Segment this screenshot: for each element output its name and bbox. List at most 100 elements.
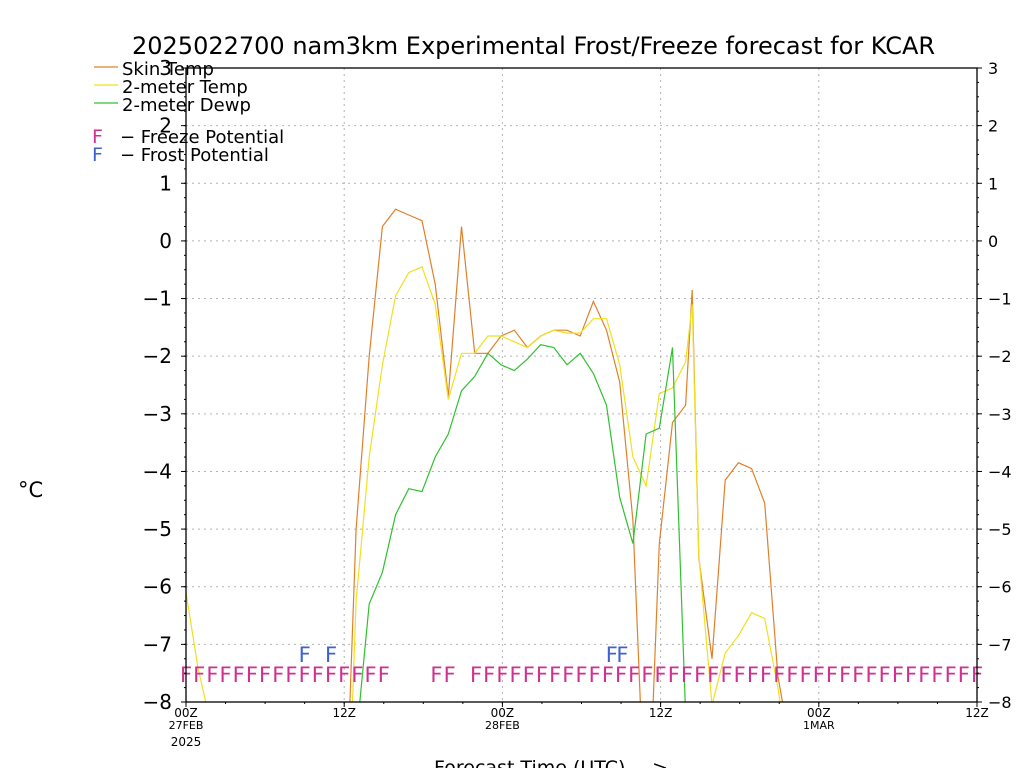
x-tick-label: 12Z	[649, 706, 673, 720]
frost-mark: F	[325, 643, 337, 667]
freeze-mark: F	[786, 663, 798, 687]
x-tick-label-date: 28FEB	[485, 719, 520, 732]
freeze-mark: F	[681, 663, 693, 687]
x-tick-label-year: 2025	[171, 735, 202, 749]
freeze-mark: F	[655, 663, 667, 687]
freeze-mark: F	[272, 663, 284, 687]
y-tick-label-right: −4	[988, 462, 1012, 481]
y-tick-label-left: −8	[143, 690, 172, 714]
legend-mark-glyph: F	[92, 144, 103, 166]
x-tick-label: 00Z	[807, 706, 831, 720]
frost-mark: F	[299, 643, 311, 667]
y-tick-label-right: 0	[988, 232, 998, 251]
freeze-mark: F	[879, 663, 891, 687]
freeze-mark: F	[694, 663, 706, 687]
freeze-mark: F	[365, 663, 377, 687]
freeze-mark: F	[918, 663, 930, 687]
y-tick-label-right: −8	[988, 693, 1012, 712]
freeze-mark: F	[312, 663, 324, 687]
x-axis-label: Forecast Time (UTC) --->	[434, 757, 668, 768]
freeze-mark: F	[668, 663, 680, 687]
legend-label: 2-meter Dewp	[122, 95, 251, 116]
x-tick-label: 12Z	[965, 706, 989, 720]
legend-label: Skin Temp	[122, 59, 214, 80]
freeze-mark: F	[470, 663, 482, 687]
x-tick-label: 00Z	[174, 706, 198, 720]
freeze-mark: F	[233, 663, 245, 687]
freeze-mark: F	[945, 663, 957, 687]
freeze-mark: F	[747, 663, 759, 687]
series-line-2-meter-temp	[186, 592, 207, 702]
freeze-mark: F	[523, 663, 535, 687]
series-lines	[186, 208, 784, 702]
freeze-mark: F	[444, 663, 456, 687]
freeze-mark: F	[536, 663, 548, 687]
frost-mark: F	[606, 643, 618, 667]
y-tick-label-left: −2	[143, 344, 172, 368]
y-tick-label-right: −6	[988, 578, 1012, 597]
series-line-skin-temp	[652, 289, 784, 702]
freeze-mark: F	[299, 663, 311, 687]
series-line-2-meter-temp	[351, 265, 781, 702]
freeze-mark: F	[496, 663, 508, 687]
freeze-mark: F	[813, 663, 825, 687]
y-tick-label-left: −3	[143, 402, 172, 426]
freeze-mark: F	[892, 663, 904, 687]
freeze-mark: F	[575, 663, 587, 687]
freeze-mark: F	[865, 663, 877, 687]
freeze-mark: F	[338, 663, 350, 687]
freeze-mark: F	[510, 663, 522, 687]
freeze-mark: F	[246, 663, 258, 687]
freeze-mark: F	[641, 663, 653, 687]
series-line-skin-temp	[349, 208, 641, 702]
freeze-mark: F	[615, 663, 627, 687]
series-line-2-meter-dewp	[359, 344, 686, 702]
freeze-mark: F	[800, 663, 812, 687]
x-tick-label: 12Z	[332, 706, 356, 720]
freeze-mark: F	[760, 663, 772, 687]
freeze-mark: F	[285, 663, 297, 687]
axis-ticks: 3 3 2 2 1 1 0 0 −1 −1 −2 −2 −3 −3 −4 −4 −5 −5 −6 −6 −7 −7 −8 −8…	[143, 56, 1012, 749]
y-tick-label-left: −1	[143, 287, 172, 311]
legend-mark-label: − Frost Potential	[120, 145, 269, 166]
freeze-mark: F	[734, 663, 746, 687]
freeze-mark: F	[325, 663, 337, 687]
freeze-mark: F	[549, 663, 561, 687]
y-tick-label-left: 0	[159, 229, 172, 253]
freeze-mark: F	[602, 663, 614, 687]
y-tick-label-left: −6	[143, 575, 172, 599]
y-tick-label-left: 2	[159, 114, 172, 138]
x-tick-label-date: 1MAR	[803, 719, 835, 732]
y-tick-label-right: −2	[988, 347, 1012, 366]
x-tick-label-date: 27FEB	[169, 719, 204, 732]
freeze-mark: F	[351, 663, 363, 687]
y-tick-label-left: 3	[159, 56, 172, 80]
legend-label: 2-meter Temp	[122, 77, 248, 98]
y-tick-label-right: −7	[988, 635, 1012, 654]
freeze-mark: F	[931, 663, 943, 687]
y-tick-label-right: −5	[988, 520, 1012, 539]
grid-lines	[186, 68, 977, 702]
freeze-mark: F	[562, 663, 574, 687]
freeze-mark: F	[839, 663, 851, 687]
legend-mark-label: − Freeze Potential	[120, 127, 284, 148]
y-tick-label-right: −1	[988, 290, 1012, 309]
freeze-mark: F	[905, 663, 917, 687]
freeze-mark: F	[430, 663, 442, 687]
freeze-mark: F	[220, 663, 232, 687]
y-tick-label-right: −3	[988, 405, 1012, 424]
freeze-mark: F	[707, 663, 719, 687]
freeze-mark: F	[628, 663, 640, 687]
y-tick-label-right: 1	[988, 174, 998, 193]
y-tick-label-left: −7	[143, 632, 172, 656]
chart-title: 2025022700 nam3km Experimental Frost/Fre…	[132, 32, 935, 60]
freeze-mark: F	[852, 663, 864, 687]
y-tick-label-right: 2	[988, 117, 998, 136]
x-tick-label: 00Z	[491, 706, 515, 720]
freeze-mark: F	[720, 663, 732, 687]
y-tick-label-left: 1	[159, 171, 172, 195]
freeze-mark: F	[193, 663, 205, 687]
